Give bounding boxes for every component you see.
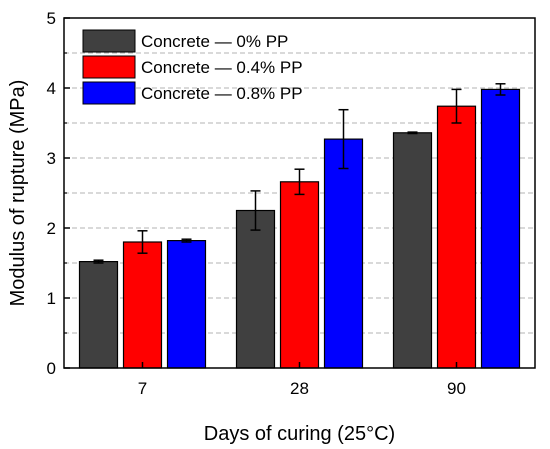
x-tick-label: 7 (138, 379, 147, 398)
bar (323, 138, 364, 369)
legend: Concrete — 0% PP Concrete — 0.4% PP Concre… (82, 29, 303, 105)
y-tick-label: 0 (47, 359, 56, 378)
y-tick-label: 3 (47, 149, 56, 168)
legend-label: Concrete — 0.4% PP (141, 58, 303, 77)
bar (392, 132, 433, 369)
y-tick-label: 4 (47, 79, 56, 98)
y-tick-label: 1 (47, 289, 56, 308)
legend-label: Concrete — 0.8% PP (141, 84, 303, 103)
bar (78, 261, 119, 369)
bars (78, 88, 521, 369)
legend-swatch (82, 81, 136, 105)
legend-swatch (82, 55, 136, 79)
x-tick-label: 90 (447, 379, 466, 398)
axes: 0 1 2 3 4 5 7 28 90 (47, 9, 466, 398)
bar (166, 240, 207, 369)
y-axis-label: Modulus of rupture (MPa) (7, 80, 29, 307)
x-axis-label: Days of curing (25°C) (204, 423, 395, 445)
bar (279, 181, 320, 369)
y-tick-label: 5 (47, 9, 56, 28)
bar (480, 88, 521, 369)
bar (122, 241, 163, 369)
error-bars (93, 83, 506, 264)
bar (436, 105, 477, 369)
legend-swatch (82, 29, 136, 53)
y-tick-label: 2 (47, 219, 56, 238)
x-tick-label: 28 (290, 379, 309, 398)
legend-label: Concrete — 0% PP (141, 32, 288, 51)
bar (235, 209, 276, 369)
